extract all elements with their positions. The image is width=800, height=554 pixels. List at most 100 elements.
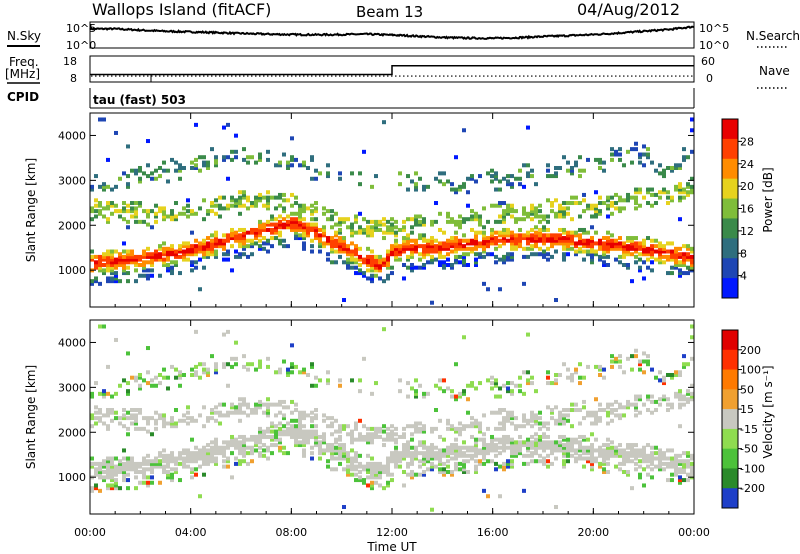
power-cell	[674, 265, 678, 270]
velocity-cell	[562, 413, 566, 418]
power-cell	[290, 163, 294, 168]
velocity-cell	[302, 437, 306, 442]
power-cell	[158, 273, 162, 278]
velocity-cell	[658, 464, 662, 469]
velocity-cell	[158, 480, 162, 485]
velocity-cell	[158, 461, 162, 466]
power-cell	[98, 117, 102, 122]
power-cell	[614, 241, 618, 246]
velocity-cell	[474, 448, 478, 453]
power-cell	[302, 233, 306, 238]
velocity-cell	[542, 421, 546, 426]
velocity-cell	[150, 459, 154, 464]
velocity-cell	[134, 475, 138, 480]
velocity-cell	[598, 367, 602, 372]
nave-label: Nave	[759, 64, 790, 78]
power-cell	[242, 238, 246, 243]
power-cell	[374, 254, 378, 259]
velocity-cell	[330, 451, 334, 456]
power-cell	[630, 195, 634, 200]
velocity-cell	[462, 389, 466, 394]
velocity-cell	[298, 413, 302, 418]
power-cell	[566, 230, 570, 235]
power-cell	[386, 260, 390, 265]
velocity-cell	[534, 416, 538, 421]
velocity-cell	[314, 383, 318, 388]
power-cell	[606, 195, 610, 200]
power-cell	[670, 241, 674, 246]
power-cell	[150, 273, 154, 278]
velocity-cell	[426, 451, 430, 456]
power-cell	[282, 152, 286, 157]
velocity-cell	[126, 432, 130, 437]
power-cell	[90, 279, 94, 284]
power-cell	[478, 252, 482, 257]
velocity-cell	[446, 448, 450, 453]
power-cell	[506, 230, 510, 235]
power-cell	[502, 238, 506, 243]
power-cell	[674, 187, 678, 192]
power-cell	[614, 149, 618, 154]
velocity-colorbar-label: -200	[740, 482, 765, 495]
power-cell	[346, 265, 350, 270]
power-cell	[386, 227, 390, 232]
velocity-cell	[398, 456, 402, 461]
power-cell	[138, 165, 142, 170]
power-cell	[134, 211, 138, 216]
velocity-cell	[114, 467, 118, 472]
power-cell	[298, 225, 302, 230]
power-cell	[130, 206, 134, 211]
velocity-cell	[682, 397, 686, 402]
velocity-cell	[662, 394, 666, 399]
power-cell	[318, 249, 322, 254]
power-cell	[126, 209, 130, 214]
power-cell	[142, 260, 146, 265]
velocity-cell	[662, 381, 666, 386]
velocity-cell	[430, 426, 434, 431]
velocity-cell	[686, 472, 690, 477]
power-cell	[490, 233, 494, 238]
power-cell	[686, 257, 690, 262]
power-cell	[470, 241, 474, 246]
velocity-cell	[338, 461, 342, 466]
power-cell	[494, 219, 498, 224]
velocity-cell	[354, 472, 358, 477]
velocity-cell	[226, 440, 230, 445]
power-cell	[262, 246, 266, 251]
power-cell	[386, 230, 390, 235]
power-cell	[626, 265, 630, 270]
velocity-cell	[178, 418, 182, 423]
power-cell	[410, 265, 414, 270]
velocity-cell	[374, 464, 378, 469]
power-cell	[466, 252, 470, 257]
power-cell	[666, 190, 670, 195]
power-cell	[646, 236, 650, 241]
velocity-cell	[366, 440, 370, 445]
power-cell	[170, 260, 174, 265]
power-cell	[646, 265, 650, 270]
power-cell	[594, 214, 598, 219]
power-cell	[538, 227, 542, 232]
power-cell	[390, 244, 394, 249]
velocity-cell	[606, 456, 610, 461]
power-cell	[262, 222, 266, 227]
velocity-cell	[490, 410, 494, 415]
velocity-cell	[538, 416, 542, 421]
power-cell	[578, 236, 582, 241]
velocity-cell	[218, 413, 222, 418]
power-cell	[446, 214, 450, 219]
velocity-cell	[534, 443, 538, 448]
velocity-cell	[630, 486, 634, 491]
power-cell	[454, 257, 458, 262]
velocity-cell	[562, 362, 566, 367]
power-cell	[506, 211, 510, 216]
power-cell	[130, 201, 134, 206]
power-cell	[682, 252, 686, 257]
velocity-cell	[350, 459, 354, 464]
velocity-cell	[446, 469, 450, 474]
power-cell	[210, 249, 214, 254]
velocity-cell	[94, 416, 98, 421]
velocity-cell	[318, 456, 322, 461]
velocity-cell	[510, 461, 514, 466]
velocity-cell	[550, 448, 554, 453]
